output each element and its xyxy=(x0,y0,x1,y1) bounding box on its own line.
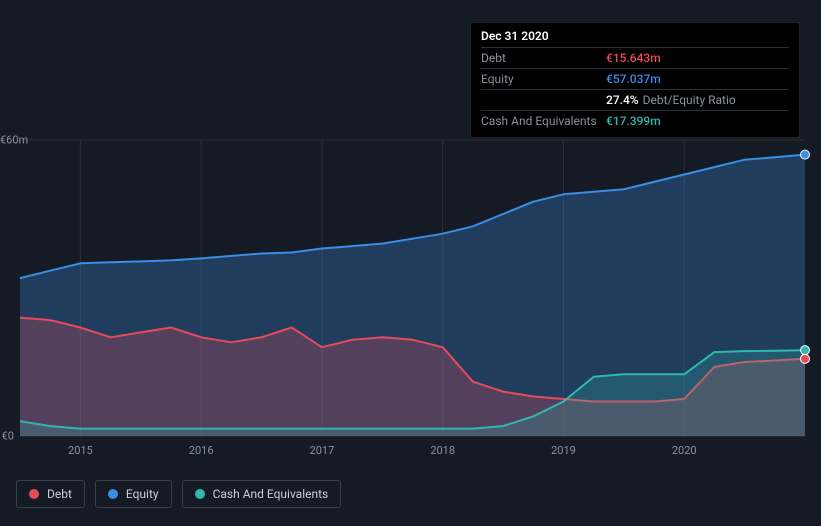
tooltip-label xyxy=(481,93,606,107)
y-axis-label: €0 xyxy=(0,430,14,443)
tooltip-value-cash: €17.399m xyxy=(606,114,661,128)
legend-label: Equity xyxy=(126,487,159,501)
tooltip-row-ratio: 27.4% Debt/Equity Ratio xyxy=(481,89,789,110)
x-axis-label: 2017 xyxy=(310,444,335,457)
tooltip-label: Cash And Equivalents xyxy=(481,114,606,128)
legend-label: Debt xyxy=(47,487,72,501)
chart-legend: Debt Equity Cash And Equivalents xyxy=(16,480,341,508)
tooltip-value-ratio: 27.4% xyxy=(606,93,639,107)
x-axis-label: 2020 xyxy=(672,444,697,457)
y-axis-label: €60m xyxy=(0,134,14,147)
tooltip-row-equity: Equity €57.037m xyxy=(481,68,789,89)
tooltip-value-debt: €15.643m xyxy=(606,51,661,65)
x-axis-label: 2019 xyxy=(551,444,576,457)
x-axis-label: 2018 xyxy=(430,444,455,457)
tooltip-row-cash: Cash And Equivalents €17.399m xyxy=(481,110,789,131)
x-axis-label: 2015 xyxy=(68,444,93,457)
legend-dot-icon xyxy=(108,489,118,499)
tooltip-date: Dec 31 2020 xyxy=(481,29,789,47)
legend-item-equity[interactable]: Equity xyxy=(95,480,172,508)
legend-dot-icon xyxy=(195,489,205,499)
legend-label: Cash And Equivalents xyxy=(213,487,329,501)
tooltip-label: Equity xyxy=(481,72,606,86)
legend-dot-icon xyxy=(29,489,39,499)
chart-tooltip: Dec 31 2020 Debt €15.643m Equity €57.037… xyxy=(470,22,800,138)
x-axis-label: 2016 xyxy=(189,444,214,457)
debt-equity-chart: €0 €60m 2015 2016 2017 2018 2019 2020 De… xyxy=(0,0,821,526)
tooltip-row-debt: Debt €15.643m xyxy=(481,47,789,68)
tooltip-value-equity: €57.037m xyxy=(606,72,661,86)
tooltip-ratio-suffix: Debt/Equity Ratio xyxy=(643,93,736,107)
legend-item-debt[interactable]: Debt xyxy=(16,480,85,508)
tooltip-label: Debt xyxy=(481,51,606,65)
legend-item-cash[interactable]: Cash And Equivalents xyxy=(182,480,342,508)
